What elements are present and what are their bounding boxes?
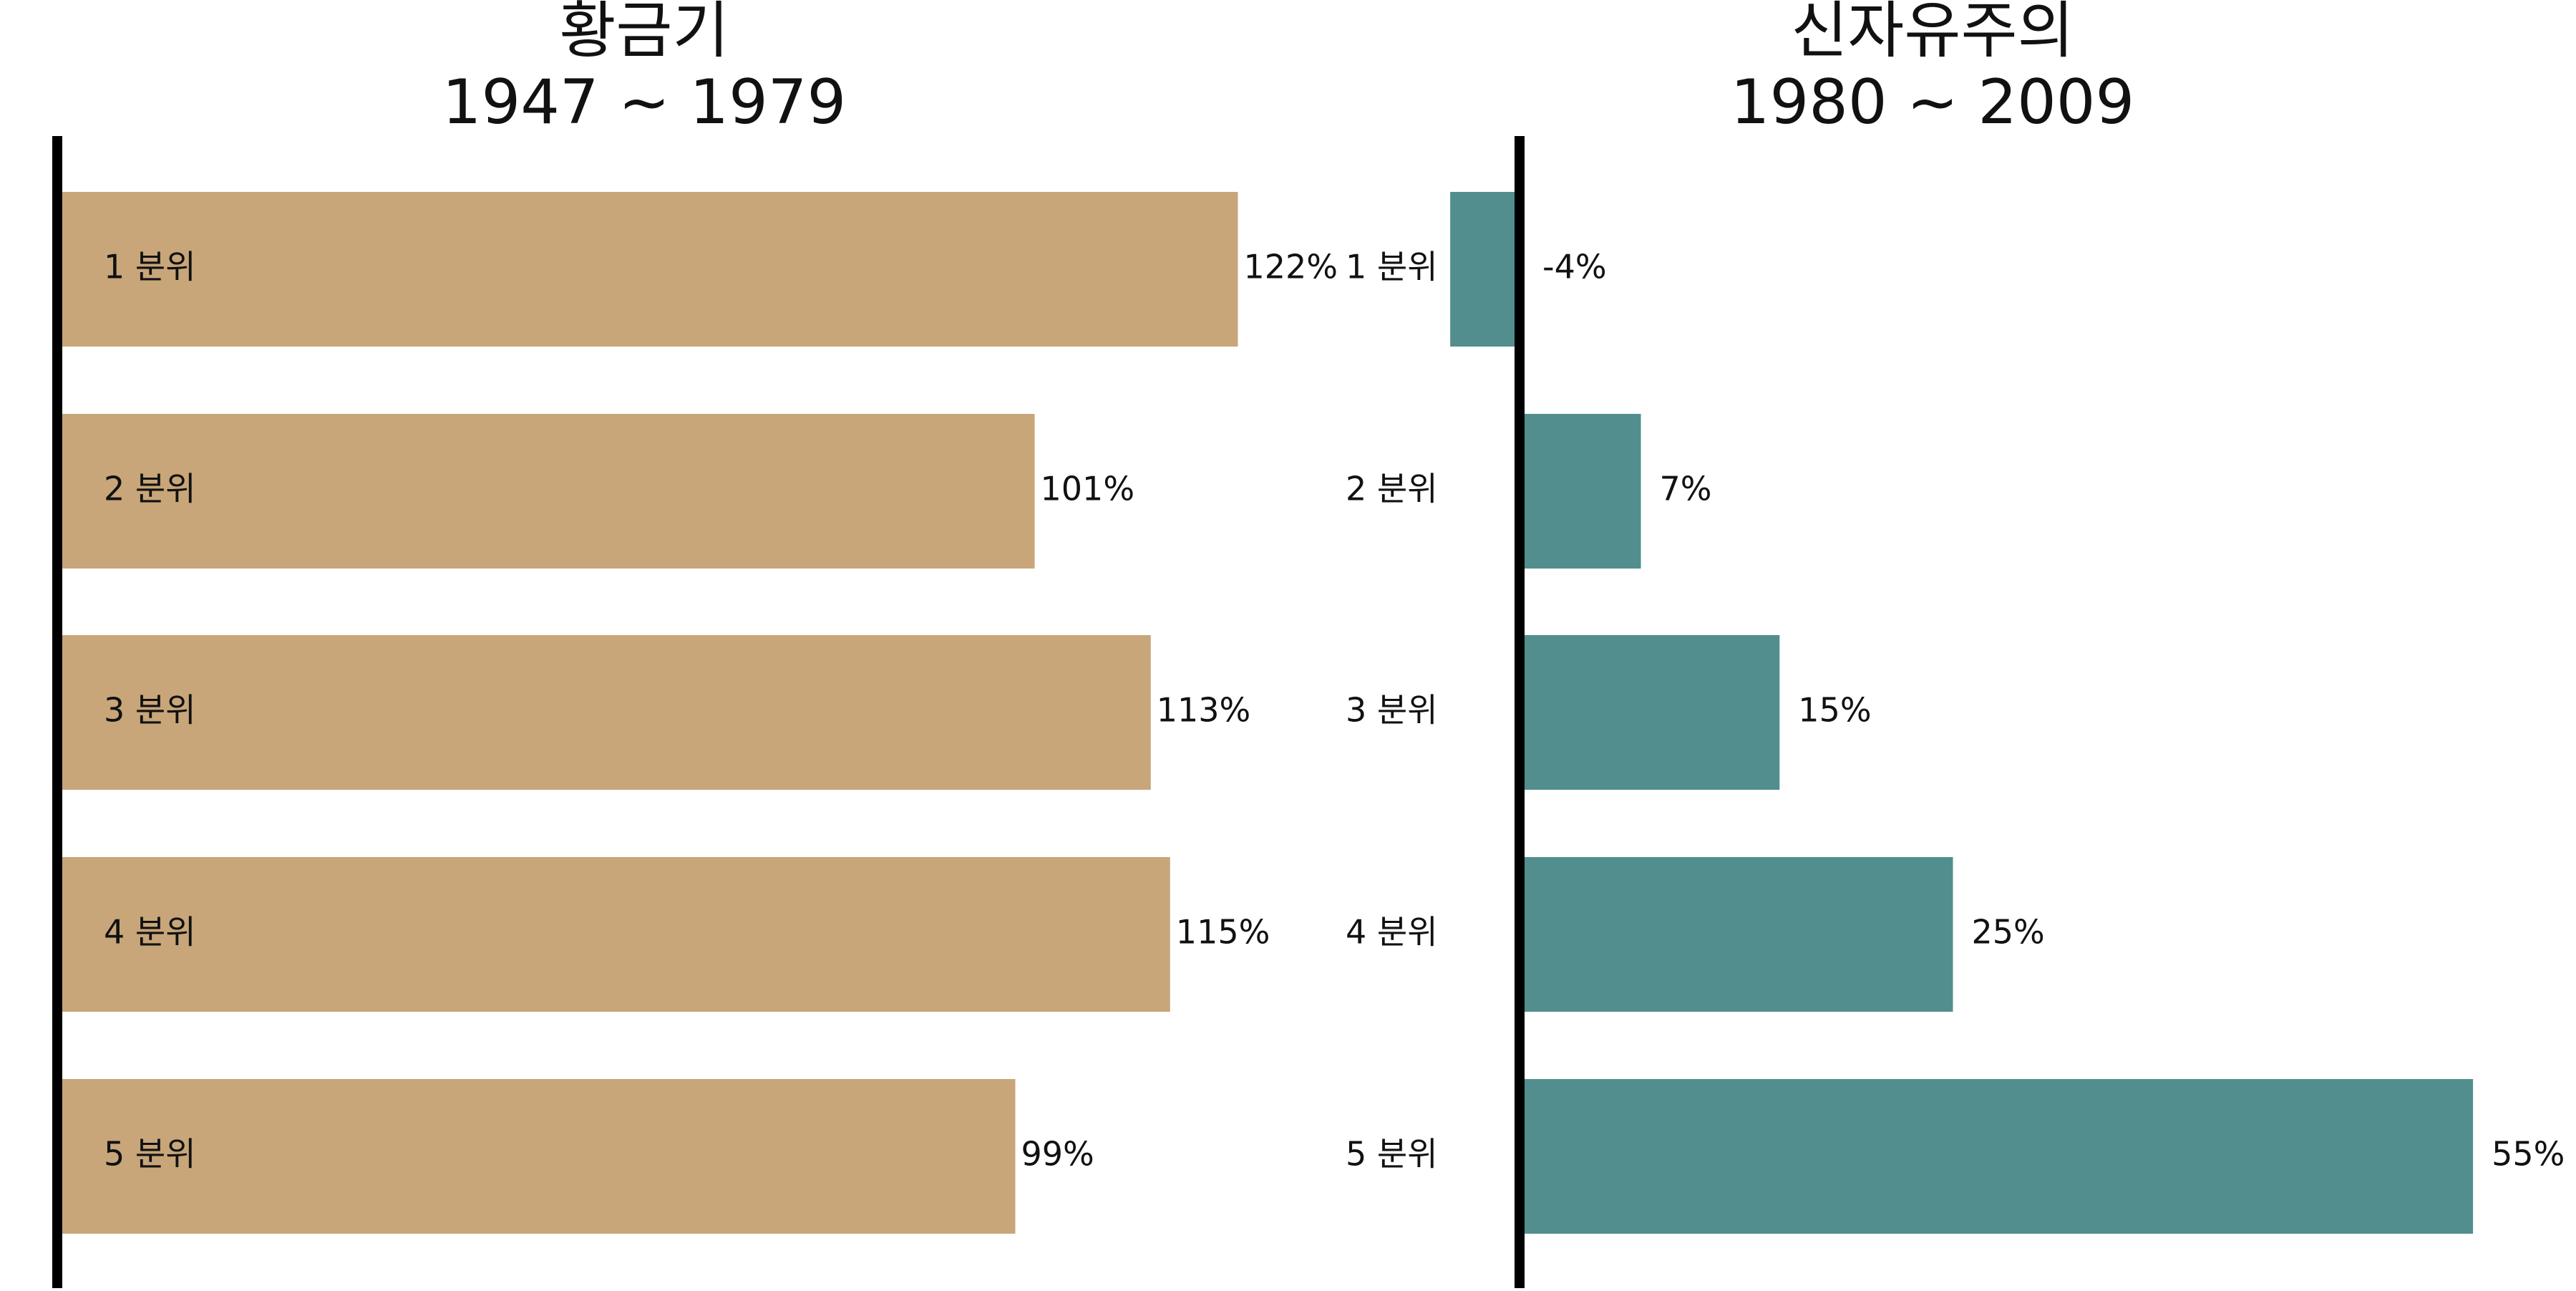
chart-1-title-line-1: 황금기: [559, 0, 729, 67]
chart-2-bar-4: [1520, 857, 1953, 1012]
chart-1-value-label-4: 115%: [1176, 913, 1270, 952]
chart-2-title-line-1: 신자유주의: [1791, 0, 2074, 67]
chart-1-category-label-1: 1 분위: [104, 248, 196, 286]
chart-2-bar-5: [1520, 1079, 2474, 1234]
chart-1-bar-3: [57, 635, 1151, 790]
chart-1-bar-4: [57, 857, 1170, 1012]
chart-2-bar-1: [1450, 192, 1520, 347]
chart-2-category-label-5: 5 분위: [1346, 1135, 1438, 1174]
chart-2-value-label-1: -4%: [1542, 248, 1607, 286]
chart-2-value-label-4: 25%: [1972, 913, 2045, 952]
chart-1-value-label-1: 122%: [1243, 248, 1338, 286]
chart-2-bar-3: [1520, 635, 1780, 790]
chart-1-title-line-2: 1947 ~ 1979: [442, 67, 846, 138]
chart-1-value-label-3: 113%: [1157, 691, 1251, 730]
chart-2-title-line-2: 1980 ~ 2009: [1731, 67, 2134, 138]
chart-2-bar-2: [1520, 414, 1641, 569]
chart-1-value-label-5: 99%: [1021, 1135, 1094, 1174]
chart-1-bar-1: [57, 192, 1238, 347]
chart-2-value-label-5: 55%: [2492, 1135, 2565, 1174]
chart-2-category-label-1: 1 분위: [1346, 248, 1438, 286]
chart-2-category-label-3: 3 분위: [1346, 691, 1438, 730]
chart-2-category-label-4: 4 분위: [1346, 913, 1438, 952]
chart-2-value-label-3: 15%: [1798, 691, 1871, 730]
chart-1-category-label-2: 2 분위: [104, 470, 196, 508]
chart-2-category-label-2: 2 분위: [1346, 470, 1438, 508]
chart-1-value-label-2: 101%: [1041, 470, 1135, 508]
chart-1-category-label-3: 3 분위: [104, 691, 196, 730]
chart-1-bar-5: [57, 1079, 1016, 1234]
chart-1-bar-2: [57, 414, 1035, 569]
chart-1-category-label-5: 5 분위: [104, 1135, 196, 1174]
chart-1-category-label-4: 4 분위: [104, 913, 196, 952]
chart-2-value-label-2: 7%: [1660, 470, 1712, 508]
